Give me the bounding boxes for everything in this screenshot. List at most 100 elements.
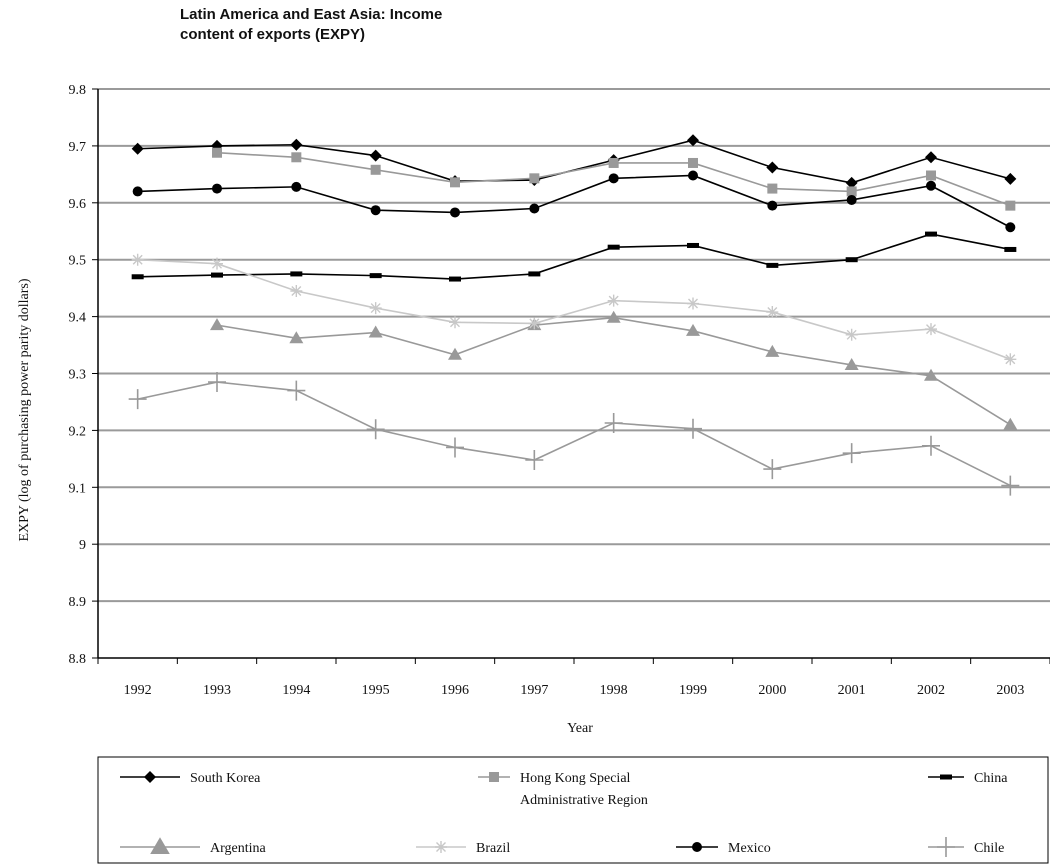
legend-label-line1: Hong Kong Special <box>520 771 631 786</box>
series-argentina <box>210 310 1018 430</box>
point-plus <box>937 837 955 857</box>
series-line <box>137 258 1011 361</box>
point-plus <box>604 413 623 434</box>
point-plus <box>1001 475 1020 496</box>
point-plus <box>287 380 306 401</box>
point-square <box>846 186 857 197</box>
point-triangle <box>686 323 700 336</box>
point-diamond <box>925 151 937 164</box>
point-diamond <box>766 161 779 174</box>
y-tick-label: 9.4 <box>69 311 87 326</box>
point-square <box>489 772 499 782</box>
legend-label: Chile <box>974 841 1004 856</box>
point-star <box>131 253 144 266</box>
point-dash <box>528 271 541 277</box>
point-diamond <box>687 134 699 147</box>
x-tick-label: 2000 <box>758 683 786 698</box>
point-triangle <box>368 325 383 338</box>
point-circle <box>608 173 619 184</box>
point-plus <box>525 449 544 470</box>
y-tick-label: 9.1 <box>69 481 87 496</box>
point-diamond <box>845 176 858 189</box>
point-dash <box>687 242 699 248</box>
y-tick-label: 9.7 <box>69 140 87 155</box>
gridlines <box>98 88 1050 603</box>
series-line <box>216 316 1011 426</box>
point-plus <box>446 437 464 458</box>
point-circle <box>767 200 778 211</box>
point-square <box>926 170 936 181</box>
point-plus <box>842 443 861 464</box>
point-triangle <box>1003 417 1018 430</box>
y-tick-label: 8.8 <box>69 652 87 667</box>
chart-title-line2: content of exports (EXPY) <box>180 26 366 43</box>
legend-item-brazil: Brazil <box>416 841 510 856</box>
point-diamond <box>290 138 303 151</box>
point-dash <box>449 276 461 282</box>
point-circle <box>450 207 460 218</box>
point-star <box>687 297 699 310</box>
legend-label-line2: Administrative Region <box>520 793 648 808</box>
legend-item-china: China <box>928 771 1008 786</box>
series-hong-kong-special-administrative-region <box>212 147 1016 211</box>
x-tick-label: 1993 <box>203 683 231 698</box>
point-circle <box>1005 222 1016 233</box>
point-diamond <box>1004 172 1017 185</box>
point-dash <box>131 274 144 280</box>
x-tick-label: 2002 <box>917 683 945 698</box>
point-circle <box>926 180 936 191</box>
point-circle <box>370 205 381 216</box>
point-square <box>291 152 302 163</box>
legend-item-hong-kong-special-administrative-region: Hong Kong Special Administrative Region <box>478 771 648 808</box>
point-circle <box>846 194 857 205</box>
point-plus <box>763 459 782 480</box>
point-dash <box>290 271 303 277</box>
point-star <box>528 317 541 330</box>
point-star <box>607 294 620 307</box>
x-tick-label: 1999 <box>679 683 707 698</box>
legend-item-mexico: Mexico <box>676 841 771 856</box>
point-circle <box>291 181 302 192</box>
point-square <box>370 164 381 175</box>
point-square <box>688 157 698 168</box>
point-triangle <box>150 837 170 854</box>
point-circle <box>132 186 143 197</box>
point-plus <box>208 372 226 393</box>
point-triangle <box>448 347 462 360</box>
y-tick-label: 9.3 <box>69 368 87 383</box>
series-line <box>137 233 1011 280</box>
legend-label: Brazil <box>476 841 510 856</box>
y-tick-label: 9.2 <box>69 424 87 439</box>
x-tick-label: 2001 <box>838 683 866 698</box>
point-circle <box>212 183 222 194</box>
point-triangle <box>210 318 224 331</box>
axes <box>92 88 1050 664</box>
point-triangle <box>924 368 938 381</box>
point-dash <box>369 273 382 279</box>
point-triangle <box>765 344 780 357</box>
series-line <box>137 174 1011 228</box>
series-china <box>131 231 1017 282</box>
point-square <box>608 157 619 168</box>
chart-title-line1: Latin America and East Asia: Income <box>180 6 443 23</box>
point-plus <box>922 435 940 456</box>
x-axis-label: Year <box>567 721 593 736</box>
point-dash <box>845 257 858 263</box>
y-tick-label: 9.5 <box>69 254 87 269</box>
y-tick-label: 9 <box>79 538 86 553</box>
point-square <box>529 173 540 184</box>
point-plus <box>684 418 702 439</box>
point-square <box>1005 200 1016 211</box>
x-tick-label: 1998 <box>600 683 628 698</box>
point-diamond <box>369 149 382 162</box>
point-square <box>767 183 778 194</box>
point-star <box>435 841 447 853</box>
y-tick-label: 9.8 <box>69 83 87 98</box>
y-axis-label: EXPY (log of purchasing power parity dol… <box>17 278 32 541</box>
y-tick-label: 9.6 <box>69 197 87 212</box>
series-line <box>137 381 1011 487</box>
point-star <box>290 284 303 297</box>
point-dash <box>940 774 952 780</box>
legend-label: Argentina <box>210 841 267 856</box>
